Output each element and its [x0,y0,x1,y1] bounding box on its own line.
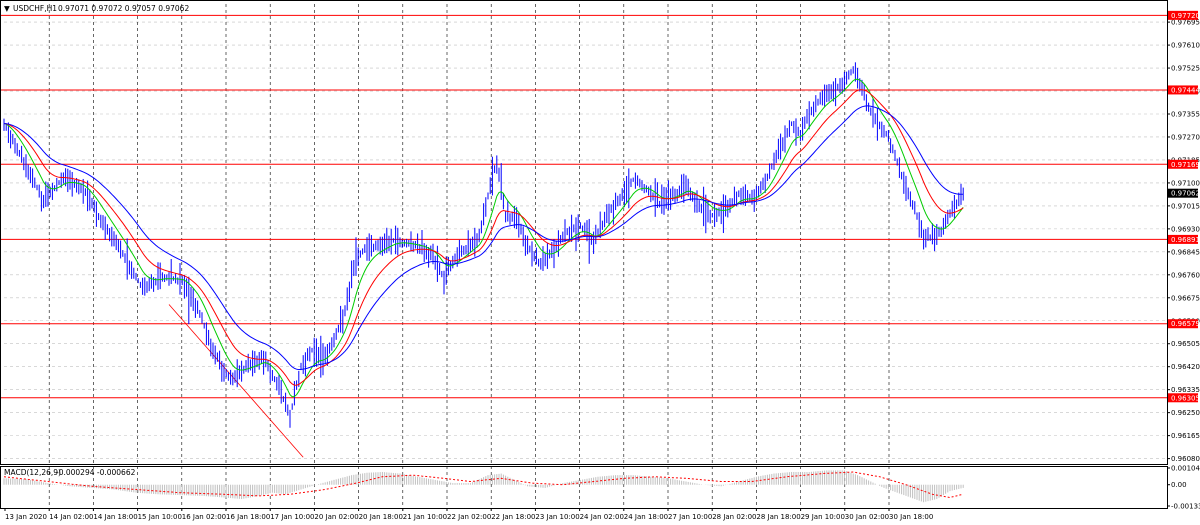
level-price-label: 0.96305 [1171,394,1200,402]
x-tick-label: 30 Jan 18:00 [889,513,933,521]
x-tick-label: 13 Jan 2020 [5,513,47,521]
y-tick-label: 0.97695 [1171,19,1200,27]
x-tick-label: 28 Jan 18:00 [756,513,800,521]
x-tick-label: 14 Jan 02:00 [49,513,93,521]
x-tick-label: 22 Jan 18:00 [491,513,535,521]
y-tick-label: 0.96930 [1171,225,1200,233]
macd-panel [3,470,964,503]
y-tick-label: 0.96080 [1171,455,1200,463]
grid [4,4,1167,508]
x-tick-label: 21 Jan 10:00 [403,513,447,521]
y-tick-label: 0.97100 [1171,179,1200,187]
panel-frames [0,0,1168,509]
x-tick-label: 15 Jan 10:00 [138,513,182,521]
level-price-tag[interactable] [1168,10,1198,20]
macd-title: MACD(12,26,9) [4,468,61,477]
y-tick-label: 0.97015 [1171,202,1200,210]
moving-average-2 [3,105,964,371]
level-price-label: 0.97169 [1171,161,1200,169]
x-tick-label: 29 Jan 10:00 [801,513,845,521]
x-tick-label: 20 Jan 02:00 [314,513,358,521]
trendline-layer[interactable] [168,304,304,458]
x-tick-label: 17 Jan 10:00 [270,513,314,521]
macd-y-tick-label: 0.001049 [1171,465,1200,473]
dropdown-icon[interactable]: ▼ [4,4,10,13]
level-price-label: 0.97720 [1171,12,1200,20]
y-tick-label: 0.96335 [1171,386,1200,394]
price-axis[interactable]: 0.976950.976100.975250.974400.973550.972… [1167,10,1200,463]
y-tick-label: 0.96420 [1171,363,1200,371]
y-tick-label: 0.96165 [1171,432,1200,440]
level-price-tag[interactable] [1168,85,1198,95]
x-tick-label: 24 Jan 18:00 [624,513,668,521]
y-tick-label: 0.97270 [1171,133,1200,141]
x-tick-label: 20 Jan 18:00 [359,513,403,521]
y-tick-label: 0.96675 [1171,294,1200,302]
x-tick-label: 16 Jan 18:00 [226,513,270,521]
level-price-tag[interactable] [1168,319,1198,329]
level-price-label: 0.96579 [1171,320,1200,328]
x-tick-label: 23 Jan 10:00 [535,513,579,521]
level-price-tag[interactable] [1168,393,1198,403]
moving-averages [3,78,964,398]
moving-average-1 [3,89,964,386]
x-tick-label: 24 Jan 02:00 [580,513,624,521]
time-axis[interactable]: 13 Jan 2020 14 Jan 02:00 14 Jan 18:00 15 Ja… [4,508,933,521]
y-tick-label: 0.96760 [1171,271,1200,279]
moving-average-0 [3,78,964,398]
y-tick-label: 0.96250 [1171,409,1200,417]
macd-panel-frame [0,466,1168,509]
y-tick-label: 0.96845 [1171,248,1200,256]
candles [3,62,964,428]
x-tick-label: 30 Jan 02:00 [845,513,889,521]
level-price-tag[interactable] [1168,159,1198,169]
horizontal-levels[interactable] [0,14,1167,399]
level-price-tag[interactable] [1168,234,1198,244]
x-tick-label: 27 Jan 10:00 [668,513,712,521]
x-tick-label: 14 Jan 18:00 [93,513,137,521]
ohlc-values: 0.97071 0.97072 0.97057 0.97062 [58,4,189,13]
y-tick-label: 0.97525 [1171,65,1200,73]
trendline[interactable] [168,304,304,458]
price-panel-frame [0,0,1168,465]
macd-values: -0.000294 -0.000662 [56,468,136,477]
x-tick-label: 22 Jan 02:00 [447,513,491,521]
y-tick-label: 0.96505 [1171,340,1200,348]
macd-axis: 0.001049 0.00 -0.001336 [1167,465,1200,511]
macd-signal-line [3,471,964,499]
current-price-tag [1168,188,1198,198]
level-price-label: 0.97444 [1171,86,1200,94]
y-tick-label: 0.97355 [1171,111,1200,119]
x-tick-label: 16 Jan 02:00 [182,513,226,521]
macd-y-tick-label: 0.00 [1171,481,1187,489]
macd-y-tick-label: -0.001336 [1171,503,1200,511]
y-tick-label: 0.97610 [1171,42,1200,50]
current-price-label: 0.97062 [1171,190,1200,198]
chart-header: ▼ USDCHF,H1 0.97071 0.97072 0.97057 0.97… [4,4,189,477]
level-price-label: 0.96891 [1171,236,1200,244]
symbol-title: USDCHF,H1 [13,4,57,13]
x-tick-label: 28 Jan 02:00 [712,513,756,521]
